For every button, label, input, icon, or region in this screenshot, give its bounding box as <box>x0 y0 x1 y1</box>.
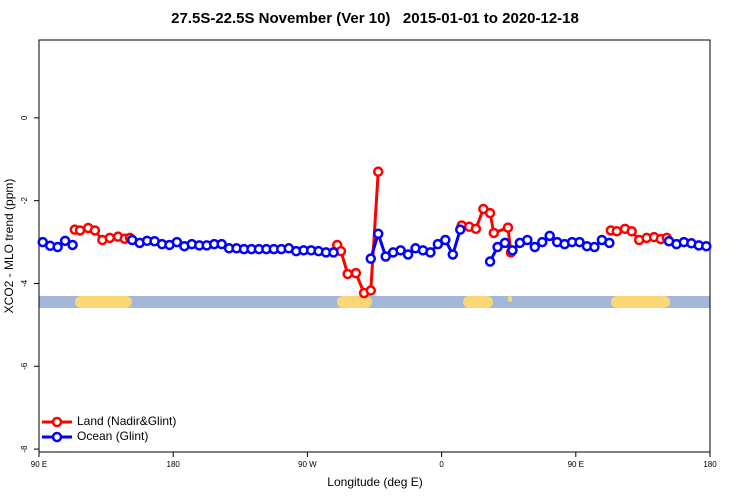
point <box>470 223 482 235</box>
series-line <box>74 171 668 295</box>
point <box>488 227 500 239</box>
y-tick-label: -4 <box>20 279 29 287</box>
point <box>589 241 600 253</box>
legend-label: Land (Nadir&Glint) <box>77 414 176 428</box>
point <box>59 235 71 247</box>
point <box>502 222 514 233</box>
legend-label: Ocean (Glint) <box>77 429 148 443</box>
point <box>447 249 459 260</box>
point <box>701 240 712 252</box>
point <box>507 245 518 256</box>
point <box>537 236 548 248</box>
point <box>432 238 444 250</box>
point <box>372 166 384 177</box>
point <box>604 237 615 249</box>
point <box>499 237 511 249</box>
point <box>492 241 503 253</box>
chart-title: 27.5S-22.5S November (Ver 10) 2015-01-01… <box>171 10 579 27</box>
y-tick-label: -6 <box>20 362 29 370</box>
point <box>522 234 533 246</box>
x-tick-label: 90 E <box>568 460 584 469</box>
point <box>104 232 116 244</box>
point <box>365 285 377 296</box>
x-tick-label: 90 W <box>298 460 317 469</box>
point <box>52 241 63 253</box>
point <box>574 236 585 248</box>
point <box>380 251 391 262</box>
point <box>544 230 555 242</box>
point <box>365 253 377 264</box>
x-tick-label: 0 <box>439 460 444 469</box>
point <box>454 224 466 235</box>
legend-marker <box>51 416 63 428</box>
point <box>372 228 384 240</box>
point <box>425 247 436 258</box>
point <box>611 226 623 237</box>
point <box>402 249 414 260</box>
y-tick-label: 0 <box>20 115 29 120</box>
land-ocean-strip <box>39 296 710 308</box>
x-tick-label: 180 <box>703 460 717 469</box>
point <box>89 225 101 236</box>
point <box>342 268 353 280</box>
x-tick-label: 180 <box>167 460 181 469</box>
point <box>328 247 339 258</box>
point <box>626 226 637 237</box>
y-tick-label: -2 <box>20 197 29 205</box>
legend-marker <box>51 431 63 443</box>
x-axis-label: Longitude (deg E) <box>327 475 422 489</box>
y-axis-label: XCO2 - MLO trend (ppm) <box>2 179 16 314</box>
point <box>74 225 86 236</box>
point <box>350 267 362 279</box>
point <box>484 256 496 267</box>
x-tick-label: 90 E <box>31 460 47 469</box>
y-tick-label: -8 <box>20 445 29 453</box>
point <box>529 241 541 253</box>
point <box>395 245 406 256</box>
point <box>171 236 183 248</box>
point <box>67 239 78 251</box>
point <box>440 234 451 246</box>
point <box>484 207 496 219</box>
point <box>216 238 227 250</box>
